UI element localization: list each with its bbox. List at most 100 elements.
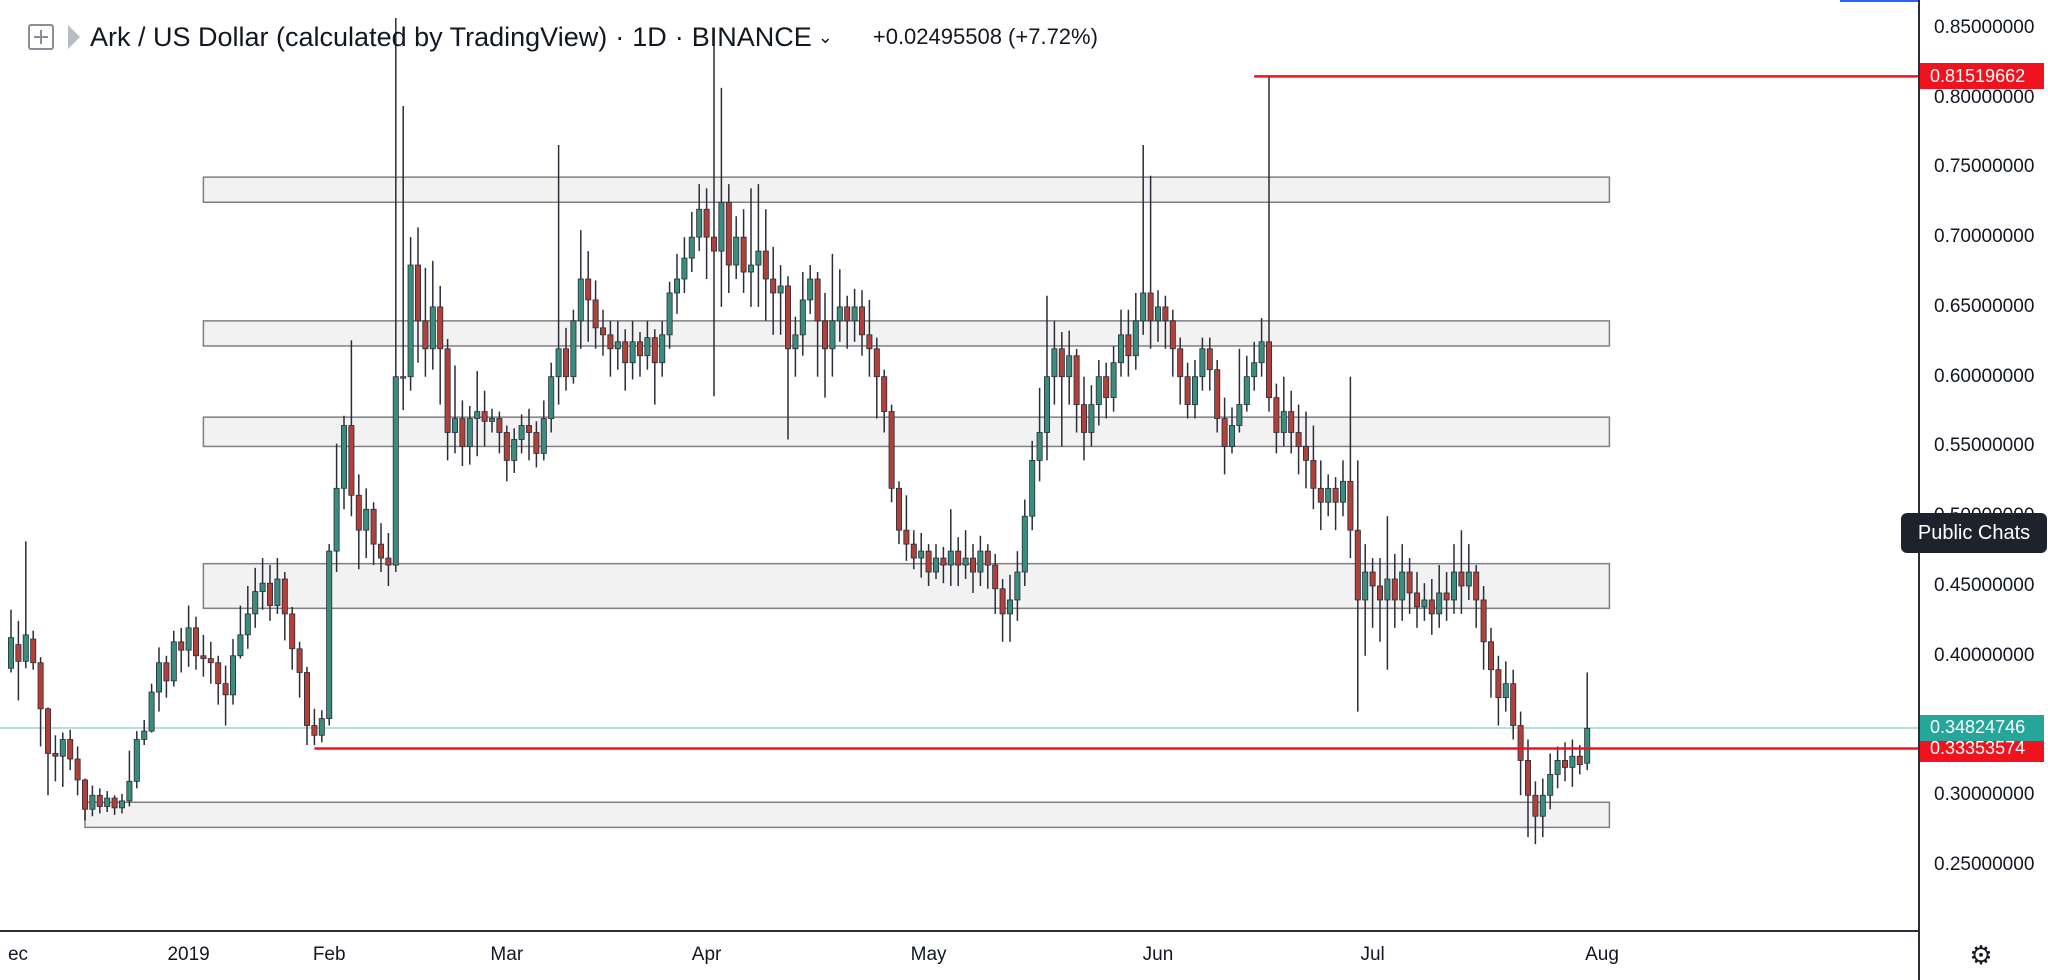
candle-down <box>1310 460 1317 489</box>
candle-down <box>200 655 207 659</box>
candle-up <box>1436 592 1443 615</box>
candle-up <box>1584 727 1591 764</box>
candle-down <box>785 285 792 350</box>
candle-down <box>970 557 977 573</box>
candle-up <box>1014 571 1021 601</box>
candle-down <box>1562 760 1569 768</box>
candle-down <box>1532 794 1539 817</box>
candle-up <box>1007 599 1014 615</box>
candle-down <box>925 550 932 573</box>
price-tick-label: 0.75000000 <box>1934 156 2035 178</box>
candle-down <box>67 739 74 760</box>
time-tick-label: Apr <box>691 944 722 965</box>
legend-separator: · <box>674 21 684 52</box>
candle-down <box>585 278 592 301</box>
candle-up <box>933 557 940 573</box>
candle-down <box>370 508 377 545</box>
candle-up <box>681 257 688 280</box>
candle-up <box>1088 404 1095 433</box>
candle-down <box>533 432 540 454</box>
price-tick-label: 0.65000000 <box>1934 295 2035 317</box>
price-tick-label: 0.60000000 <box>1934 365 2035 387</box>
candle-up <box>104 797 111 807</box>
gear-icon[interactable]: ⚙ <box>1969 940 1993 970</box>
candle-down <box>740 236 747 273</box>
candle-down <box>1517 725 1524 761</box>
candle-up <box>1554 760 1561 775</box>
time-tick-label: Jul <box>1360 944 1385 965</box>
candle-up <box>1547 773 1554 796</box>
candle-up <box>141 730 148 740</box>
candle-up <box>133 739 140 782</box>
candle-up <box>1066 355 1073 378</box>
candle-down <box>859 306 866 336</box>
time-tick-label: May <box>910 944 947 965</box>
candle-up <box>755 250 762 266</box>
candle-down <box>422 320 429 350</box>
candle-up <box>696 208 703 238</box>
support-resistance-zone <box>202 320 1611 347</box>
candle-down <box>999 588 1006 615</box>
price-change: +0.02495508 (+7.72%) <box>872 24 1098 49</box>
candle-down <box>348 425 355 496</box>
price-tick-label: 0.85000000 <box>1934 16 2035 38</box>
candle-up <box>799 299 806 336</box>
candle-up <box>540 418 547 454</box>
candle-down <box>111 797 118 809</box>
candle-up <box>59 739 66 757</box>
symbol-title[interactable]: Ark / US Dollar (calculated by TradingVi… <box>90 21 608 52</box>
candle-up <box>688 236 695 259</box>
candle-down <box>385 557 392 566</box>
time-axis-border <box>0 930 1918 932</box>
candle-down <box>992 564 999 590</box>
candle-down <box>74 758 81 781</box>
candle-down <box>1081 404 1088 433</box>
candle-down <box>563 348 570 378</box>
candle-up <box>237 634 244 657</box>
candle-up <box>1421 599 1428 608</box>
candle-up <box>555 348 562 378</box>
candle-up <box>629 341 636 364</box>
candle-up <box>1036 432 1043 461</box>
exchange-label: BINANCE <box>691 21 812 52</box>
candle-down <box>1177 348 1184 378</box>
candle-down <box>711 236 718 252</box>
candle-up <box>119 800 126 809</box>
candle-up <box>1384 578 1391 601</box>
candle-down <box>1488 641 1495 671</box>
candle-up <box>466 418 473 447</box>
chevron-down-icon[interactable]: ⌄ <box>817 26 833 47</box>
time-tick-label: Mar <box>490 944 524 965</box>
candle-up <box>333 487 340 552</box>
candle-down <box>896 487 903 531</box>
candle-down <box>1288 411 1295 433</box>
candle-up <box>126 780 133 802</box>
interval-label[interactable]: 1D <box>632 21 667 52</box>
candle-up <box>614 341 621 350</box>
time-tick-label: ec <box>7 944 29 965</box>
candle-up <box>1140 292 1147 322</box>
candle-down <box>163 662 170 682</box>
candle-down <box>1480 599 1487 643</box>
candle-up <box>792 334 799 350</box>
plus-box-icon[interactable] <box>28 24 54 50</box>
candle-down <box>296 648 303 673</box>
candle-up <box>659 334 666 364</box>
candle-down <box>355 494 362 531</box>
time-tick-label: Feb <box>312 944 346 965</box>
candle-up <box>326 550 333 719</box>
candle-up <box>947 550 954 566</box>
candle-up <box>511 439 518 461</box>
price-tick-label: 0.80000000 <box>1934 86 2035 108</box>
last-price-tag: 0.34824746 <box>1920 714 2044 741</box>
candle-up <box>1539 794 1546 817</box>
candle-up <box>548 376 555 419</box>
candle-up <box>851 306 858 322</box>
candle-down <box>844 306 851 322</box>
candle-down <box>1125 334 1132 357</box>
public-chats-button[interactable]: Public Chats <box>1901 513 2047 553</box>
candle-down <box>266 582 273 606</box>
candle-up <box>1280 411 1287 433</box>
candle-up <box>274 578 281 606</box>
